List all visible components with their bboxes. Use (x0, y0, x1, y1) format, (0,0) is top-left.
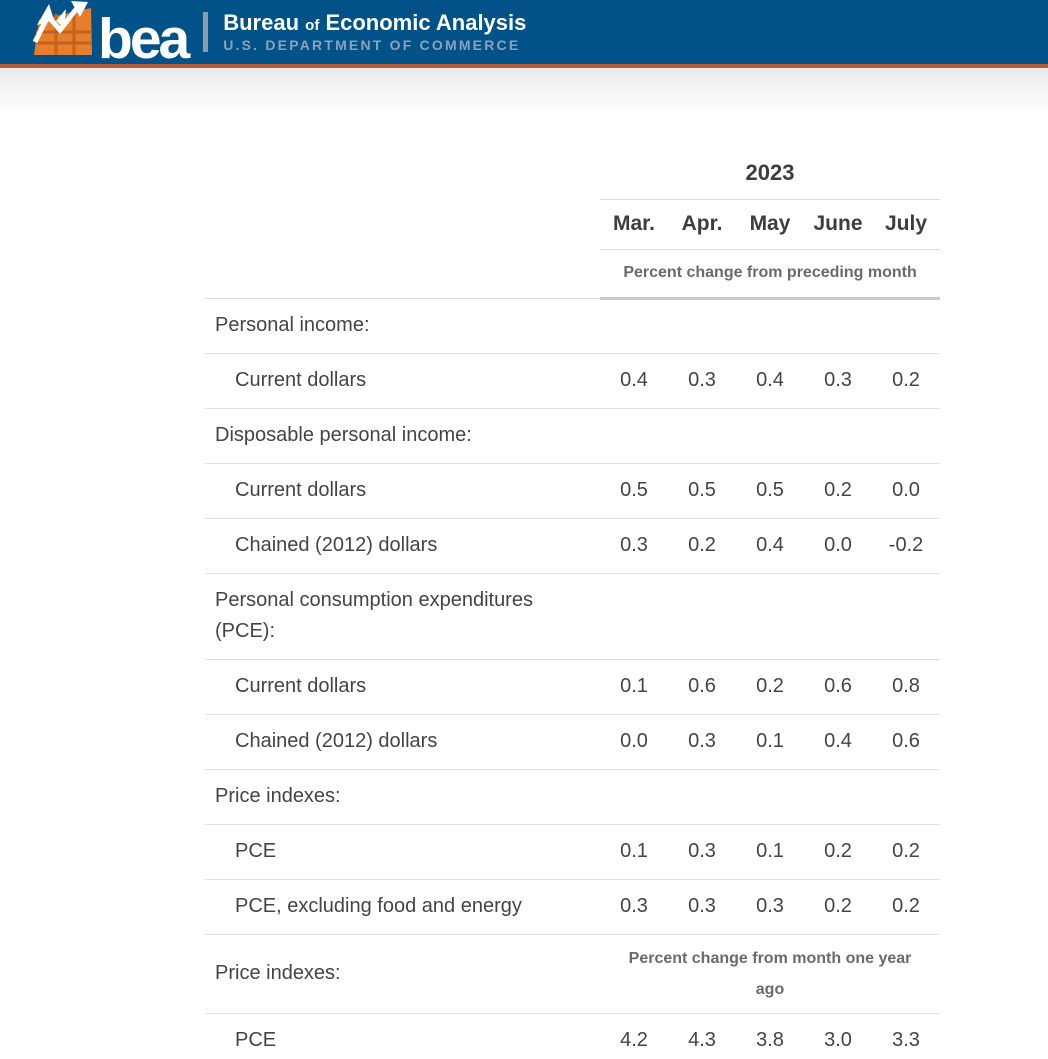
org-name-rest: Economic Analysis (325, 9, 527, 35)
table-row-chained-dollars: Chained (2012) dollars 0.3 0.2 0.4 0.0 -… (205, 518, 941, 574)
value-cell: 0.8 (872, 659, 941, 715)
value-cell: 0.1 (736, 714, 804, 770)
value-cell: 0.2 (736, 659, 804, 715)
header-blank-cell (205, 200, 600, 250)
value-cell: 0.2 (804, 879, 872, 935)
value-cell: 0.4 (736, 518, 804, 574)
year-header-row: 2023 (205, 148, 941, 200)
row-label: Disposable personal income: (205, 408, 600, 464)
row-label: Chained (2012) dollars (205, 518, 600, 574)
table-row-pce: PCE 0.1 0.3 0.1 0.2 0.2 (205, 824, 941, 880)
value-cell: 0.2 (872, 824, 941, 880)
table-row-pce-category: Personal consumption expenditures (PCE): (205, 573, 941, 660)
value-cell: 0.1 (600, 824, 668, 880)
table-row-current-dollars: Current dollars 0.1 0.6 0.2 0.6 0.8 (205, 659, 941, 715)
value-cell: 0.2 (668, 518, 736, 574)
row-label: PCE (205, 1013, 600, 1059)
value-cell: 0.5 (600, 463, 668, 519)
row-empty-cells (600, 408, 941, 464)
row-label: Personal consumption expenditures (PCE): (205, 573, 600, 660)
value-cell: 0.3 (600, 518, 668, 574)
row-label: Price indexes: (205, 769, 600, 825)
month-header-july: July (872, 199, 941, 250)
org-name-of: of (305, 16, 320, 34)
table-row-pce-ex-food-energy: PCE, excluding food and energy 0.3 0.3 0… (205, 879, 941, 935)
value-cell: 0.3 (804, 353, 872, 409)
value-cell: 0.4 (804, 714, 872, 770)
org-name: Bureau of Economic Analysis (223, 9, 527, 35)
main-content: 2023 Mar. Apr. May June July Percent cha… (0, 148, 1048, 1059)
unit-header-year-ago: Percent change from month one year ago (600, 934, 941, 1015)
row-label: PCE, excluding food and energy (205, 879, 600, 935)
month-header-june: June (804, 199, 872, 250)
site-header: bea Bureau of Economic Analysis U.S. DEP… (0, 0, 1048, 68)
unit-header-preceding-month: Percent change from preceding month (600, 249, 941, 300)
value-cell: 0.4 (600, 353, 668, 409)
row-label: Price indexes: (205, 934, 600, 1015)
value-cell: 0.5 (668, 463, 736, 519)
value-cell: 0.5 (736, 463, 804, 519)
value-cell: 4.3 (668, 1013, 736, 1059)
table-row-current-dollars: Current dollars 0.4 0.3 0.4 0.3 0.2 (205, 353, 941, 409)
month-header-may: May (736, 199, 804, 250)
logo-divider (203, 12, 209, 52)
header-blank-cell (205, 148, 600, 200)
value-cell: 0.2 (872, 879, 941, 935)
table-row-personal-income: Personal income: (205, 298, 941, 354)
value-cell: 0.3 (668, 824, 736, 880)
table-row-chained-dollars: Chained (2012) dollars 0.0 0.3 0.1 0.4 0… (205, 714, 941, 770)
org-department: U.S. DEPARTMENT OF COMMERCE (223, 37, 521, 54)
value-cell: 0.6 (872, 714, 941, 770)
value-cell: 0.2 (804, 463, 872, 519)
value-cell: 0.0 (804, 518, 872, 574)
year-header: 2023 (600, 148, 941, 200)
bea-chart-logo-icon (30, 1, 96, 60)
value-cell: 3.0 (804, 1013, 872, 1059)
value-cell: 0.6 (804, 659, 872, 715)
month-header-apr: Apr. (668, 199, 736, 250)
table-row-price-indexes: Price indexes: (205, 769, 941, 825)
org-title-block: Bureau of Economic Analysis U.S. DEPARTM… (223, 9, 527, 54)
value-cell: 3.8 (736, 1013, 804, 1059)
value-cell: 0.1 (736, 824, 804, 880)
row-label: PCE (205, 824, 600, 880)
table-row-disposable-income: Disposable personal income: (205, 408, 941, 464)
row-empty-cells (600, 298, 941, 354)
unit-header-row: Percent change from preceding month (205, 249, 941, 300)
value-cell: 0.1 (600, 659, 668, 715)
row-label: Personal income: (205, 298, 600, 354)
row-label: Current dollars (205, 463, 600, 519)
bea-logo-link[interactable]: bea (30, 1, 190, 72)
value-cell: 0.2 (872, 353, 941, 409)
value-cell: 0.0 (600, 714, 668, 770)
value-cell: 0.3 (668, 714, 736, 770)
table-row-current-dollars: Current dollars 0.5 0.5 0.5 0.2 0.0 (205, 463, 941, 519)
value-cell: 0.0 (872, 463, 941, 519)
row-label: Current dollars (205, 353, 600, 409)
month-header-row: Mar. Apr. May June July (205, 199, 941, 250)
unit-header-year-ago-text: Percent change from month one year ago (628, 950, 912, 999)
row-label: Chained (2012) dollars (205, 714, 600, 770)
value-cell: 0.6 (668, 659, 736, 715)
value-cell: -0.2 (872, 518, 941, 574)
value-cell: 0.4 (736, 353, 804, 409)
value-cell: 0.3 (736, 879, 804, 935)
value-cell: 4.2 (600, 1013, 668, 1059)
value-cell: 0.3 (668, 353, 736, 409)
table-row-price-indexes-yearly: Price indexes: Percent change from month… (205, 934, 941, 1015)
row-label: Current dollars (205, 659, 600, 715)
row-empty-cells (600, 769, 941, 825)
header-blank-cell (205, 249, 600, 299)
month-header-mar: Mar. (600, 199, 668, 250)
table-row-pce: PCE 4.2 4.3 3.8 3.0 3.3 (205, 1013, 941, 1059)
row-empty-cells (600, 573, 941, 660)
org-name-bureau: Bureau (223, 9, 300, 35)
logo-wordmark: bea (98, 7, 190, 72)
value-cell: 3.3 (872, 1013, 941, 1059)
value-cell: 0.2 (804, 824, 872, 880)
value-cell: 0.3 (668, 879, 736, 935)
value-cell: 0.3 (600, 879, 668, 935)
economic-data-table: 2023 Mar. Apr. May June July Percent cha… (205, 148, 941, 1059)
header-shadow (0, 68, 1048, 114)
